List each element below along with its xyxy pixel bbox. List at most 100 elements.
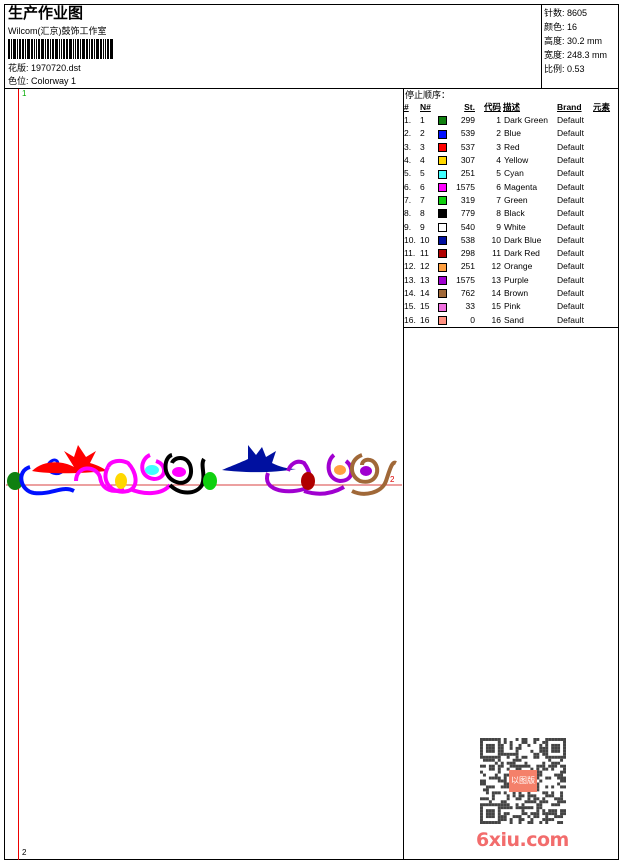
stop-row: 4. 4 307 4 Yellow Default	[404, 154, 610, 167]
barcode-bar	[19, 39, 21, 59]
row-code: 14	[491, 288, 501, 298]
row-code: 8	[496, 208, 501, 219]
row-brand: Default	[557, 208, 584, 219]
row-stitches: 299	[460, 115, 475, 126]
row-description: Cyan	[504, 168, 524, 179]
row-index: 12.	[404, 261, 416, 272]
row-description: Red	[504, 141, 520, 152]
barcode-bar	[77, 39, 79, 59]
row-needle: 13	[420, 274, 430, 285]
row-needle: 1	[420, 115, 425, 126]
barcode-bar	[69, 39, 72, 59]
barcode-bar	[66, 39, 68, 59]
barcode-bar	[25, 39, 26, 59]
barcode-bar	[59, 39, 60, 59]
color-swatch	[438, 222, 447, 232]
row-needle: 2	[420, 128, 425, 139]
row-description: Sand	[504, 314, 524, 325]
barcode-bar	[63, 39, 65, 59]
color-swatch	[438, 302, 447, 312]
row-index: 13.	[404, 274, 416, 285]
end-marker-right: 2	[390, 475, 395, 484]
row-code: 10	[491, 234, 501, 245]
info-colors: 颜色: 16	[544, 20, 619, 34]
row-code: 4	[496, 155, 501, 166]
row-needle: 6	[420, 181, 425, 192]
barcode-bar	[73, 39, 74, 59]
info-stitches: 针数: 8605	[544, 6, 619, 20]
row-description: Dark Green	[504, 115, 548, 126]
barcode-bar	[82, 39, 85, 59]
barcode-bar	[27, 39, 30, 59]
row-needle: 12	[420, 261, 430, 272]
colorway: 色位: Colorway 1	[8, 75, 76, 87]
design-file: 花版: 1970720.dst	[8, 62, 81, 74]
color-swatch	[438, 315, 447, 325]
row-needle: 7	[420, 194, 425, 205]
stop-row: 7. 7 319 7 Green Default	[404, 194, 610, 207]
col-needle: N#	[420, 102, 431, 112]
info-scale: 比例: 0.53	[544, 62, 619, 76]
color-swatch	[438, 196, 447, 206]
color-swatch	[438, 249, 447, 259]
row-needle: 4	[420, 155, 425, 166]
info-value: 0.53	[567, 64, 585, 74]
row-index: 6.	[404, 181, 412, 192]
barcode-bar	[91, 39, 93, 59]
color-swatch	[438, 289, 447, 299]
row-stitches: 1575	[456, 274, 475, 285]
color-swatch	[438, 116, 447, 126]
row-stitches: 779	[460, 208, 475, 219]
row-needle: 15	[420, 301, 430, 312]
row-index: 5.	[404, 168, 412, 179]
row-needle: 5	[420, 168, 425, 179]
design-preview: 1 2 2	[4, 89, 404, 860]
color-swatch	[438, 142, 447, 152]
row-code: 3	[496, 141, 501, 152]
stop-row: 5. 5 251 5 Cyan Default	[404, 167, 610, 180]
barcode-bar	[103, 39, 104, 59]
info-height: 高度: 30.2 mm	[544, 34, 619, 48]
row-index: 9.	[404, 221, 412, 232]
row-code: 12	[491, 261, 501, 272]
row-description: White	[504, 221, 526, 232]
row-stitches: 538	[460, 234, 475, 245]
row-code: 15	[491, 301, 501, 312]
row-needle: 11	[420, 248, 429, 259]
colorway-value: Colorway 1	[31, 76, 77, 86]
color-swatch	[438, 262, 447, 272]
barcode-bar	[41, 39, 44, 59]
barcode-bar	[94, 39, 95, 59]
row-brand: Default	[557, 301, 584, 312]
row-needle: 8	[420, 208, 425, 219]
barcode-bar	[52, 39, 54, 59]
row-description: Dark Blue	[504, 234, 542, 245]
barcode-bar	[80, 39, 81, 59]
color-swatch	[438, 182, 447, 192]
stop-row: 13. 13 1575 13 Purple Default	[404, 274, 610, 287]
row-code: 11	[492, 248, 501, 259]
col-index: #	[404, 102, 409, 112]
row-stitches: 298	[460, 248, 475, 259]
row-index: 4.	[404, 155, 412, 166]
row-brand: Default	[557, 261, 584, 272]
row-index: 16.	[404, 314, 416, 325]
stop-row: 15. 15 33 15 Pink Default	[404, 300, 610, 313]
barcode	[8, 39, 113, 59]
row-code: 16	[491, 314, 501, 325]
barcode-bar	[50, 39, 51, 59]
row-brand: Default	[557, 155, 584, 166]
barcode-bar	[45, 39, 46, 59]
barcode-bar	[89, 39, 90, 59]
row-brand: Default	[557, 314, 584, 325]
row-index: 15.	[404, 301, 416, 312]
row-code: 5	[496, 168, 501, 179]
row-code: 2	[496, 128, 501, 139]
col-code: 代码	[483, 102, 501, 112]
row-index: 8.	[404, 208, 412, 219]
row-code: 6	[496, 181, 501, 192]
info-label: 宽度:	[544, 50, 565, 60]
row-stitches: 540	[460, 221, 475, 232]
row-needle: 9	[420, 221, 425, 232]
row-brand: Default	[557, 141, 584, 152]
